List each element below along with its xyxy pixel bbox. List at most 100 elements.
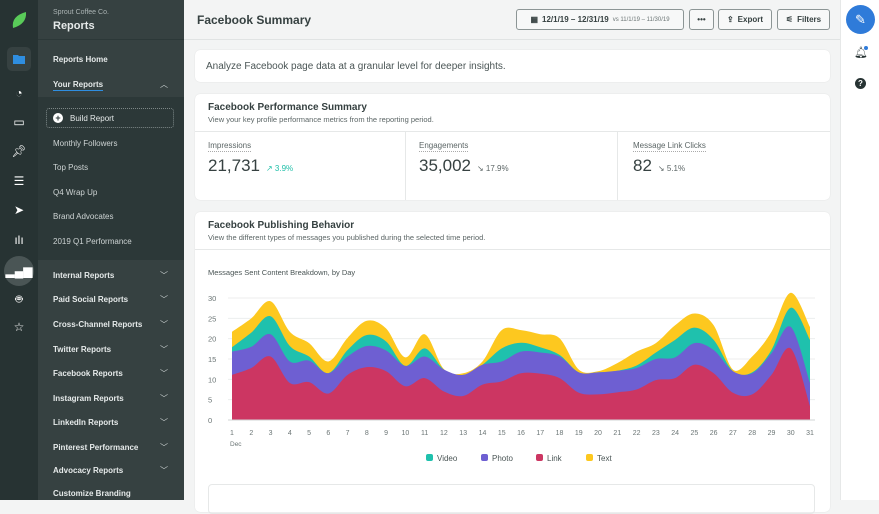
chevron-down-icon[interactable]: ﹀ [160, 271, 168, 280]
chevron-down-icon[interactable]: ﹀ [160, 466, 168, 475]
chevron-down-icon[interactable]: ﹀ [160, 369, 168, 378]
nav-group-facebook[interactable]: Facebook Reports [53, 369, 123, 378]
legend-label: Link [547, 454, 563, 463]
page-title: Facebook Summary [197, 13, 312, 27]
x-tick-label: 22 [633, 430, 641, 437]
legend-label: Video [437, 454, 458, 463]
legend-swatch-link [536, 454, 543, 461]
listening-waveform-icon[interactable]: ılı [14, 233, 24, 247]
chevron-down-icon[interactable]: ﹀ [160, 418, 168, 427]
build-report-button[interactable]: + Build Report [46, 108, 174, 128]
x-tick-label: 24 [671, 430, 679, 437]
x-tick-label: 5 [307, 430, 311, 437]
nav-customize-branding[interactable]: Customize Branding [53, 489, 131, 498]
nav-report-item[interactable]: 2019 Q1 Performance [53, 237, 132, 246]
nav-group-internal[interactable]: Internal Reports [53, 271, 115, 280]
x-tick-label: 12 [440, 430, 448, 437]
section-title: Reports [53, 20, 95, 32]
legend-swatch-photo [481, 454, 488, 461]
compare-range: vs 11/1/19 – 11/30/19 [612, 16, 670, 23]
compose-icon[interactable]: ✎ [846, 5, 875, 34]
filters-button[interactable]: ⚟ Filters [777, 9, 830, 30]
sprout-logo-icon[interactable] [7, 8, 31, 32]
nav-report-item[interactable]: Brand Advocates [53, 212, 114, 221]
card-subtitle: View the different types of messages you… [208, 233, 486, 242]
nav-group-linkedin[interactable]: LinkedIn Reports [53, 418, 119, 427]
x-tick-label: 8 [365, 430, 369, 437]
x-tick-label: 29 [768, 430, 776, 437]
reports-sidebar: Sprout Coffee Co. Reports Reports Home Y… [38, 0, 184, 500]
card-title: Facebook Performance Summary [208, 102, 367, 113]
inbox-icon[interactable]: ▭ [13, 115, 25, 129]
metric-link-clicks: Message Link Clicks 82 ↘ 5.1% [618, 132, 830, 200]
x-tick-label: 7 [346, 430, 350, 437]
nav-group-advocacy[interactable]: Advocacy Reports [53, 466, 124, 475]
nav-group-instagram[interactable]: Instagram Reports [53, 394, 124, 403]
export-label: Export [737, 15, 764, 24]
nav-group-cross-channel[interactable]: Cross-Channel Reports [53, 320, 143, 329]
legend-swatch-text [586, 454, 593, 461]
chevron-down-icon[interactable]: ﹀ [160, 320, 168, 329]
nav-group-paid-social[interactable]: Paid Social Reports [53, 295, 129, 304]
legend-label: Photo [492, 454, 513, 463]
nav-report-item[interactable]: Top Posts [53, 163, 89, 172]
chevron-down-icon[interactable]: ﹀ [160, 443, 168, 452]
nav-group-twitter[interactable]: Twitter Reports [53, 345, 112, 354]
card-subtitle: View your key profile performance metric… [208, 115, 434, 124]
nav-your-reports[interactable]: Your Reports [53, 80, 104, 91]
export-button[interactable]: ⇪ Export [718, 9, 772, 30]
pin-icon[interactable]: 📌︎ [11, 144, 27, 158]
nav-report-item[interactable]: Monthly Followers [53, 139, 118, 148]
bell-notification-icon[interactable]: 🔔︎ [854, 47, 868, 59]
metric-engagements: Engagements 35,002 ↘ 17.9% [406, 132, 618, 200]
send-icon[interactable]: ➤ [13, 203, 25, 217]
page-header: Facebook Summary ▦ 12/1/19 – 12/31/19 vs… [184, 0, 840, 40]
folder-icon[interactable] [7, 47, 31, 71]
nav-reports-home[interactable]: Reports Home [53, 55, 108, 64]
x-tick-label: 21 [613, 430, 621, 437]
sliders-icon: ⚟ [785, 15, 794, 24]
share-icon: ⇪ [726, 15, 734, 24]
x-tick-label: 19 [575, 430, 583, 437]
publishing-behavior-card: Facebook Publishing Behavior View the di… [195, 212, 830, 514]
metric-label: Message Link Clicks [633, 141, 706, 152]
y-tick-label: 25 [208, 314, 216, 323]
x-tick-label: 26 [710, 430, 718, 437]
metric-change: ↘ 5.1% [657, 164, 686, 173]
next-card [208, 484, 815, 514]
reports-bar-chart-icon[interactable]: ▂▄▆ [4, 256, 34, 286]
bot-icon[interactable]: 🤖︎ [15, 291, 23, 306]
x-tick-label: 3 [269, 430, 273, 437]
x-tick-label: 27 [729, 430, 737, 437]
star-review-icon[interactable]: ☆ [13, 320, 25, 334]
metric-change: ↘ 17.9% [477, 164, 509, 173]
chart-title: Messages Sent Content Breakdown, by Day [208, 268, 356, 277]
more-button[interactable]: ••• [689, 9, 714, 30]
x-tick-label: 4 [288, 430, 292, 437]
dashboard-gauge-icon[interactable]: ◔ [15, 86, 23, 100]
org-name: Sprout Coffee Co. [53, 9, 109, 16]
list-icon[interactable]: ☰ [13, 174, 25, 188]
y-tick-label: 20 [208, 335, 216, 344]
x-tick-label: 17 [536, 430, 544, 437]
x-tick-label: 13 [459, 430, 467, 437]
y-tick-label: 15 [208, 355, 216, 364]
chevron-down-icon[interactable]: ﹀ [160, 295, 168, 304]
nav-report-item[interactable]: Q4 Wrap Up [53, 188, 98, 197]
x-tick-label: 28 [748, 430, 756, 437]
x-tick-label: 30 [787, 430, 795, 437]
x-tick-label: 14 [479, 430, 487, 437]
metric-value: 21,731 [208, 156, 260, 175]
x-tick-label: 16 [517, 430, 525, 437]
date-range-picker[interactable]: ▦ 12/1/19 – 12/31/19 vs 11/1/19 – 11/30/… [516, 9, 684, 30]
nav-group-pinterest[interactable]: Pinterest Performance [53, 443, 139, 452]
x-tick-label: 31 [806, 430, 814, 437]
filters-label: Filters [797, 15, 822, 24]
x-tick-label: 1 [230, 430, 234, 437]
metric-label: Impressions [208, 141, 252, 152]
x-tick-label: 20 [594, 430, 602, 437]
chevron-up-icon[interactable]: ︿ [160, 80, 168, 89]
chevron-down-icon[interactable]: ﹀ [160, 394, 168, 403]
chevron-down-icon[interactable]: ﹀ [160, 345, 168, 354]
help-icon[interactable]: ? [855, 78, 866, 89]
